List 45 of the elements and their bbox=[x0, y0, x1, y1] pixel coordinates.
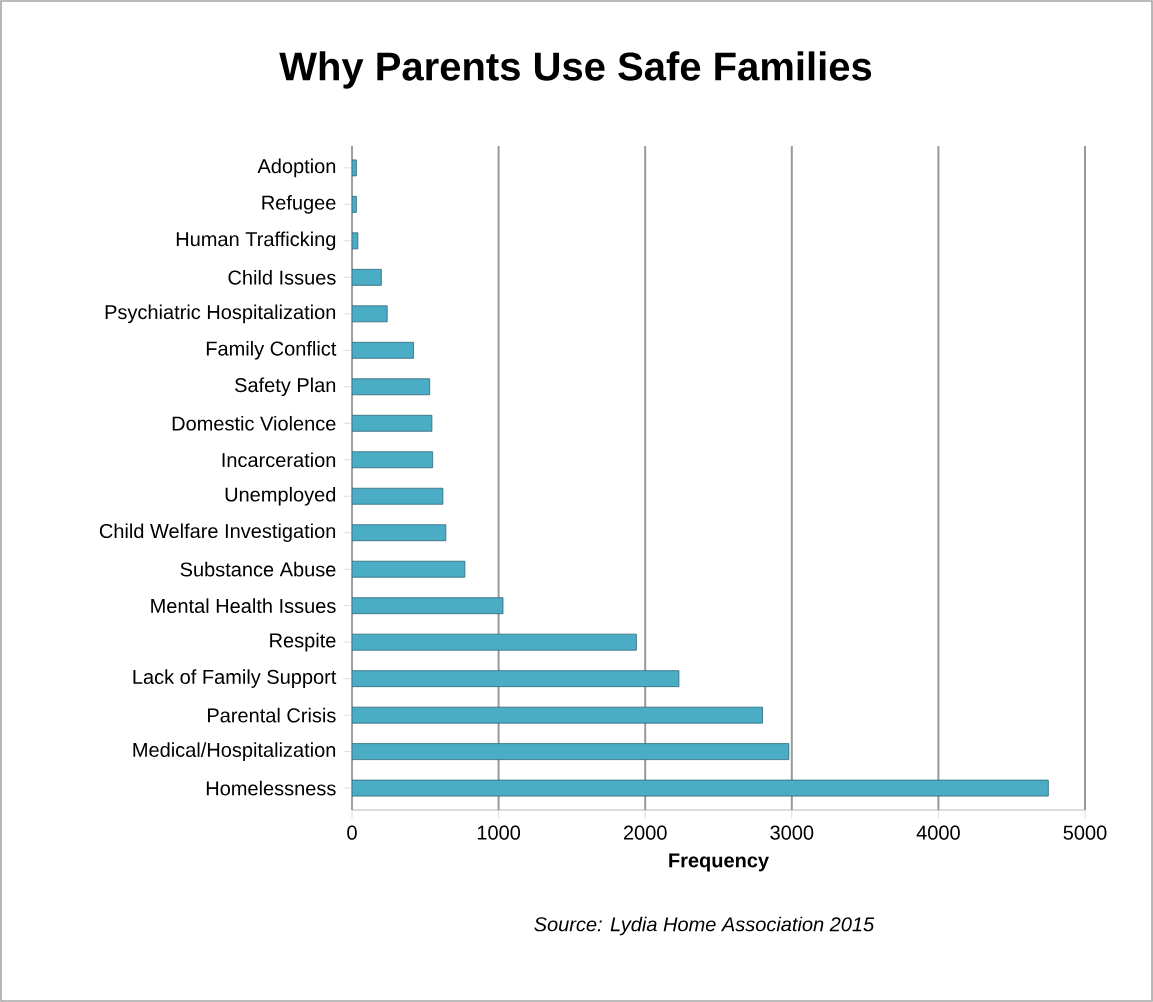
bar bbox=[352, 560, 466, 578]
y-tick-label: Lack of Family Support bbox=[133, 669, 337, 688]
y-tick-label: Family Conflict bbox=[206, 340, 337, 360]
bar bbox=[352, 195, 357, 213]
bar bbox=[352, 633, 637, 651]
y-tick-label: Child Welfare Investigation bbox=[99, 523, 336, 543]
chart-title: Why Parents Use Safe Families bbox=[279, 51, 872, 89]
y-tick-label: Domestic Violence bbox=[172, 415, 336, 431]
bar bbox=[352, 487, 444, 505]
y-tick-label: Incarceration bbox=[222, 452, 336, 468]
bar bbox=[352, 378, 431, 396]
y-tick-label: Refugee bbox=[262, 195, 336, 214]
y-tick-label: Parental Crisis bbox=[207, 707, 336, 723]
bar bbox=[352, 414, 433, 432]
bar bbox=[352, 159, 357, 177]
bar bbox=[352, 268, 382, 286]
y-tick-label: Substance Abuse bbox=[180, 561, 336, 577]
y-tick-label: Mental Health Issues bbox=[151, 598, 336, 614]
y-tick-label: Human Trafficking bbox=[176, 231, 336, 251]
x-tick-label: 5000 bbox=[1063, 825, 1107, 840]
bar bbox=[352, 524, 447, 542]
text: Source: Lydia Home Association 2015 bbox=[534, 916, 875, 936]
y-tick-label: Safety Plan bbox=[235, 377, 336, 397]
bar bbox=[352, 232, 359, 250]
x-tick-label: 4000 bbox=[916, 825, 960, 840]
y-tick-label: Medical/Hospitalization bbox=[133, 742, 336, 761]
bar bbox=[352, 743, 790, 761]
x-tick-label: 0 bbox=[347, 825, 357, 840]
bar bbox=[352, 779, 1049, 797]
y-tick-label: Respite bbox=[270, 632, 336, 652]
x-tick-label: 1000 bbox=[477, 825, 521, 840]
y-tick-label: Homelessness bbox=[206, 780, 336, 796]
y-tick-label: Adoption bbox=[257, 158, 336, 178]
y-tick-label: Psychiatric Hospitalization bbox=[105, 304, 336, 324]
x-axis-title: Frequency bbox=[669, 853, 769, 872]
bar bbox=[352, 451, 434, 469]
bar bbox=[352, 670, 680, 688]
y-tick-label: Unemployed bbox=[225, 486, 336, 506]
x-tick-label: 3000 bbox=[770, 825, 814, 840]
bar bbox=[352, 305, 388, 323]
bar bbox=[352, 341, 414, 359]
bar bbox=[352, 597, 504, 615]
y-tick-label: Child Issues bbox=[228, 270, 336, 285]
bar bbox=[352, 706, 763, 724]
x-tick-label: 2000 bbox=[623, 825, 667, 840]
